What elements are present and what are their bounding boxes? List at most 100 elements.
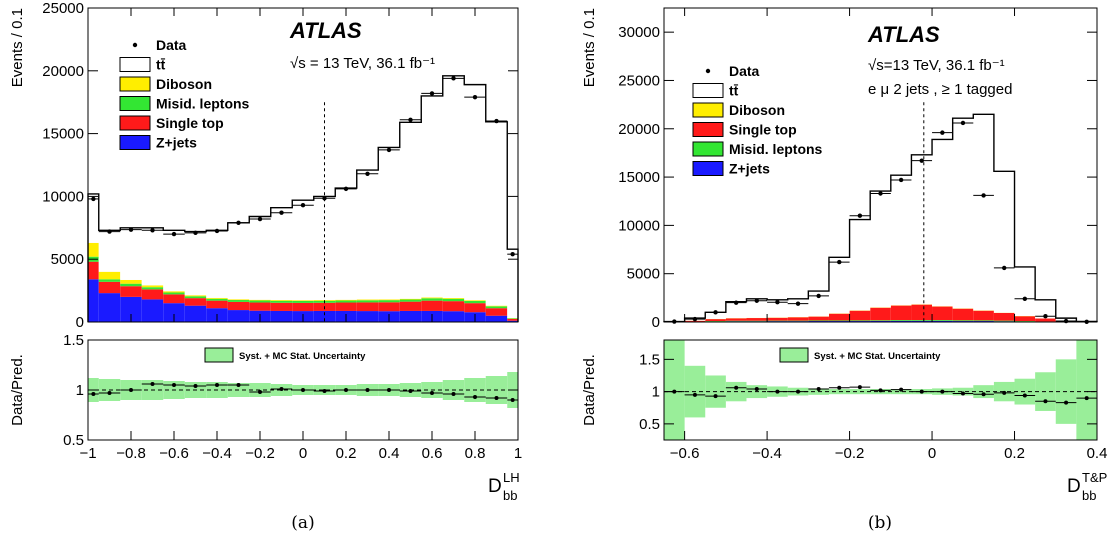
hist-bar — [828, 313, 850, 321]
hist-bar — [932, 139, 953, 307]
x-tick-label: 0.4 — [379, 445, 400, 462]
hist-bar — [507, 320, 518, 322]
hist-bar — [120, 286, 142, 297]
hist-bar — [870, 320, 891, 322]
data-point — [429, 91, 435, 96]
hist-bar — [292, 300, 314, 303]
ratio-point — [387, 388, 391, 392]
hist-bar — [442, 311, 465, 322]
x-tick-label: 0 — [299, 445, 307, 462]
hist-bar — [1035, 299, 1056, 319]
ratio-point — [91, 392, 96, 396]
hist-bar — [163, 230, 185, 292]
data-point — [878, 191, 883, 196]
hist-bar — [399, 301, 422, 311]
hist-bar — [911, 320, 933, 322]
data-point — [733, 300, 739, 305]
hist-bar — [292, 200, 314, 301]
x-tick-label: −0.2 — [245, 445, 275, 462]
ratio-point — [981, 392, 986, 397]
ratio-point — [236, 383, 241, 387]
ratio-point — [1022, 393, 1027, 398]
legend-label: Data — [729, 63, 760, 79]
uncertainty-band — [1076, 340, 1097, 440]
hist-bar — [828, 320, 850, 322]
ratio-point — [322, 389, 327, 393]
data-points — [88, 76, 518, 257]
info-text: √s=13 TeV, 36.1 fb⁻¹ — [868, 57, 1005, 74]
hist-bar — [1035, 318, 1056, 322]
ratio-point — [1064, 400, 1069, 405]
hist-bar — [485, 308, 508, 316]
data-points — [664, 120, 1097, 325]
hist-bar — [725, 318, 747, 321]
ratio-point — [713, 394, 718, 399]
hist-bar — [88, 242, 99, 257]
hist-bar — [206, 298, 228, 301]
hist-bar — [206, 297, 228, 299]
hist-bar — [356, 170, 379, 300]
legend-label: Misid. leptons — [156, 96, 250, 112]
hist-bar — [249, 299, 271, 301]
data-point — [713, 310, 718, 315]
data-point — [343, 186, 349, 192]
hist-bar — [120, 279, 142, 284]
hist-bar — [932, 320, 953, 321]
legend-swatch — [119, 76, 151, 92]
ratio-point — [408, 389, 413, 393]
ratio-y-tick-label: 1.5 — [63, 332, 84, 349]
uncertainty-band — [849, 389, 871, 395]
hist-bar — [120, 227, 142, 280]
hist-bar — [849, 320, 871, 322]
y-axis-label: Events / 0.1 — [581, 8, 598, 87]
hist-bar — [98, 281, 121, 294]
ratio-point — [1043, 399, 1048, 404]
y-tick-label: 15000 — [618, 169, 660, 186]
hist-bar — [270, 300, 293, 301]
hist-bar — [98, 271, 121, 280]
y-tick-label: 0 — [76, 314, 84, 331]
hist-bar — [464, 300, 486, 301]
hist-bar — [88, 279, 99, 322]
hist-bar — [808, 316, 829, 321]
hist-bar — [206, 300, 228, 309]
hist-bar — [98, 279, 121, 282]
legend-label: Misid. leptons — [729, 141, 823, 157]
data-point — [214, 228, 220, 234]
y-tick-label: 25000 — [42, 0, 84, 17]
data-point — [128, 227, 134, 232]
y-tick-label: 10000 — [618, 217, 660, 234]
legend-label: Z+jets — [729, 161, 770, 177]
hist-bar — [442, 298, 465, 302]
ratio-point — [796, 389, 801, 394]
main-frame — [663, 7, 1098, 323]
data-point — [775, 299, 780, 305]
legend: Data tt̄ Diboson Misid. leptons Single top Z+… — [119, 37, 250, 151]
data-point — [408, 117, 413, 122]
legend-label: Single top — [156, 115, 224, 131]
x-tick-label: −0.4 — [202, 445, 232, 462]
hist-bar — [421, 300, 443, 311]
x-axis-label-sup: T&P — [1082, 470, 1107, 485]
ratio-point — [878, 388, 883, 393]
data-point — [1043, 314, 1048, 319]
hist-bar — [120, 283, 142, 287]
x-tick-label: −0.4 — [752, 445, 782, 462]
legend-marker — [132, 42, 138, 48]
y-tick-label: 20000 — [42, 63, 84, 80]
x-tick-label: 0.6 — [422, 445, 443, 462]
ratio-point — [150, 382, 155, 386]
x-axis-label: D — [488, 476, 502, 497]
hist-bar — [442, 75, 465, 299]
hist-bar — [141, 287, 164, 290]
y-axis-label: Events / 0.1 — [9, 8, 26, 87]
hist-bar — [870, 307, 891, 321]
hist-bar — [705, 312, 726, 319]
x-tick-label: −1 — [79, 445, 96, 462]
ratio-point — [494, 396, 499, 400]
legend-label: tt̄ — [729, 82, 739, 98]
hist-bar — [993, 320, 1015, 322]
hist-bar — [335, 299, 357, 301]
data-point — [795, 301, 801, 306]
